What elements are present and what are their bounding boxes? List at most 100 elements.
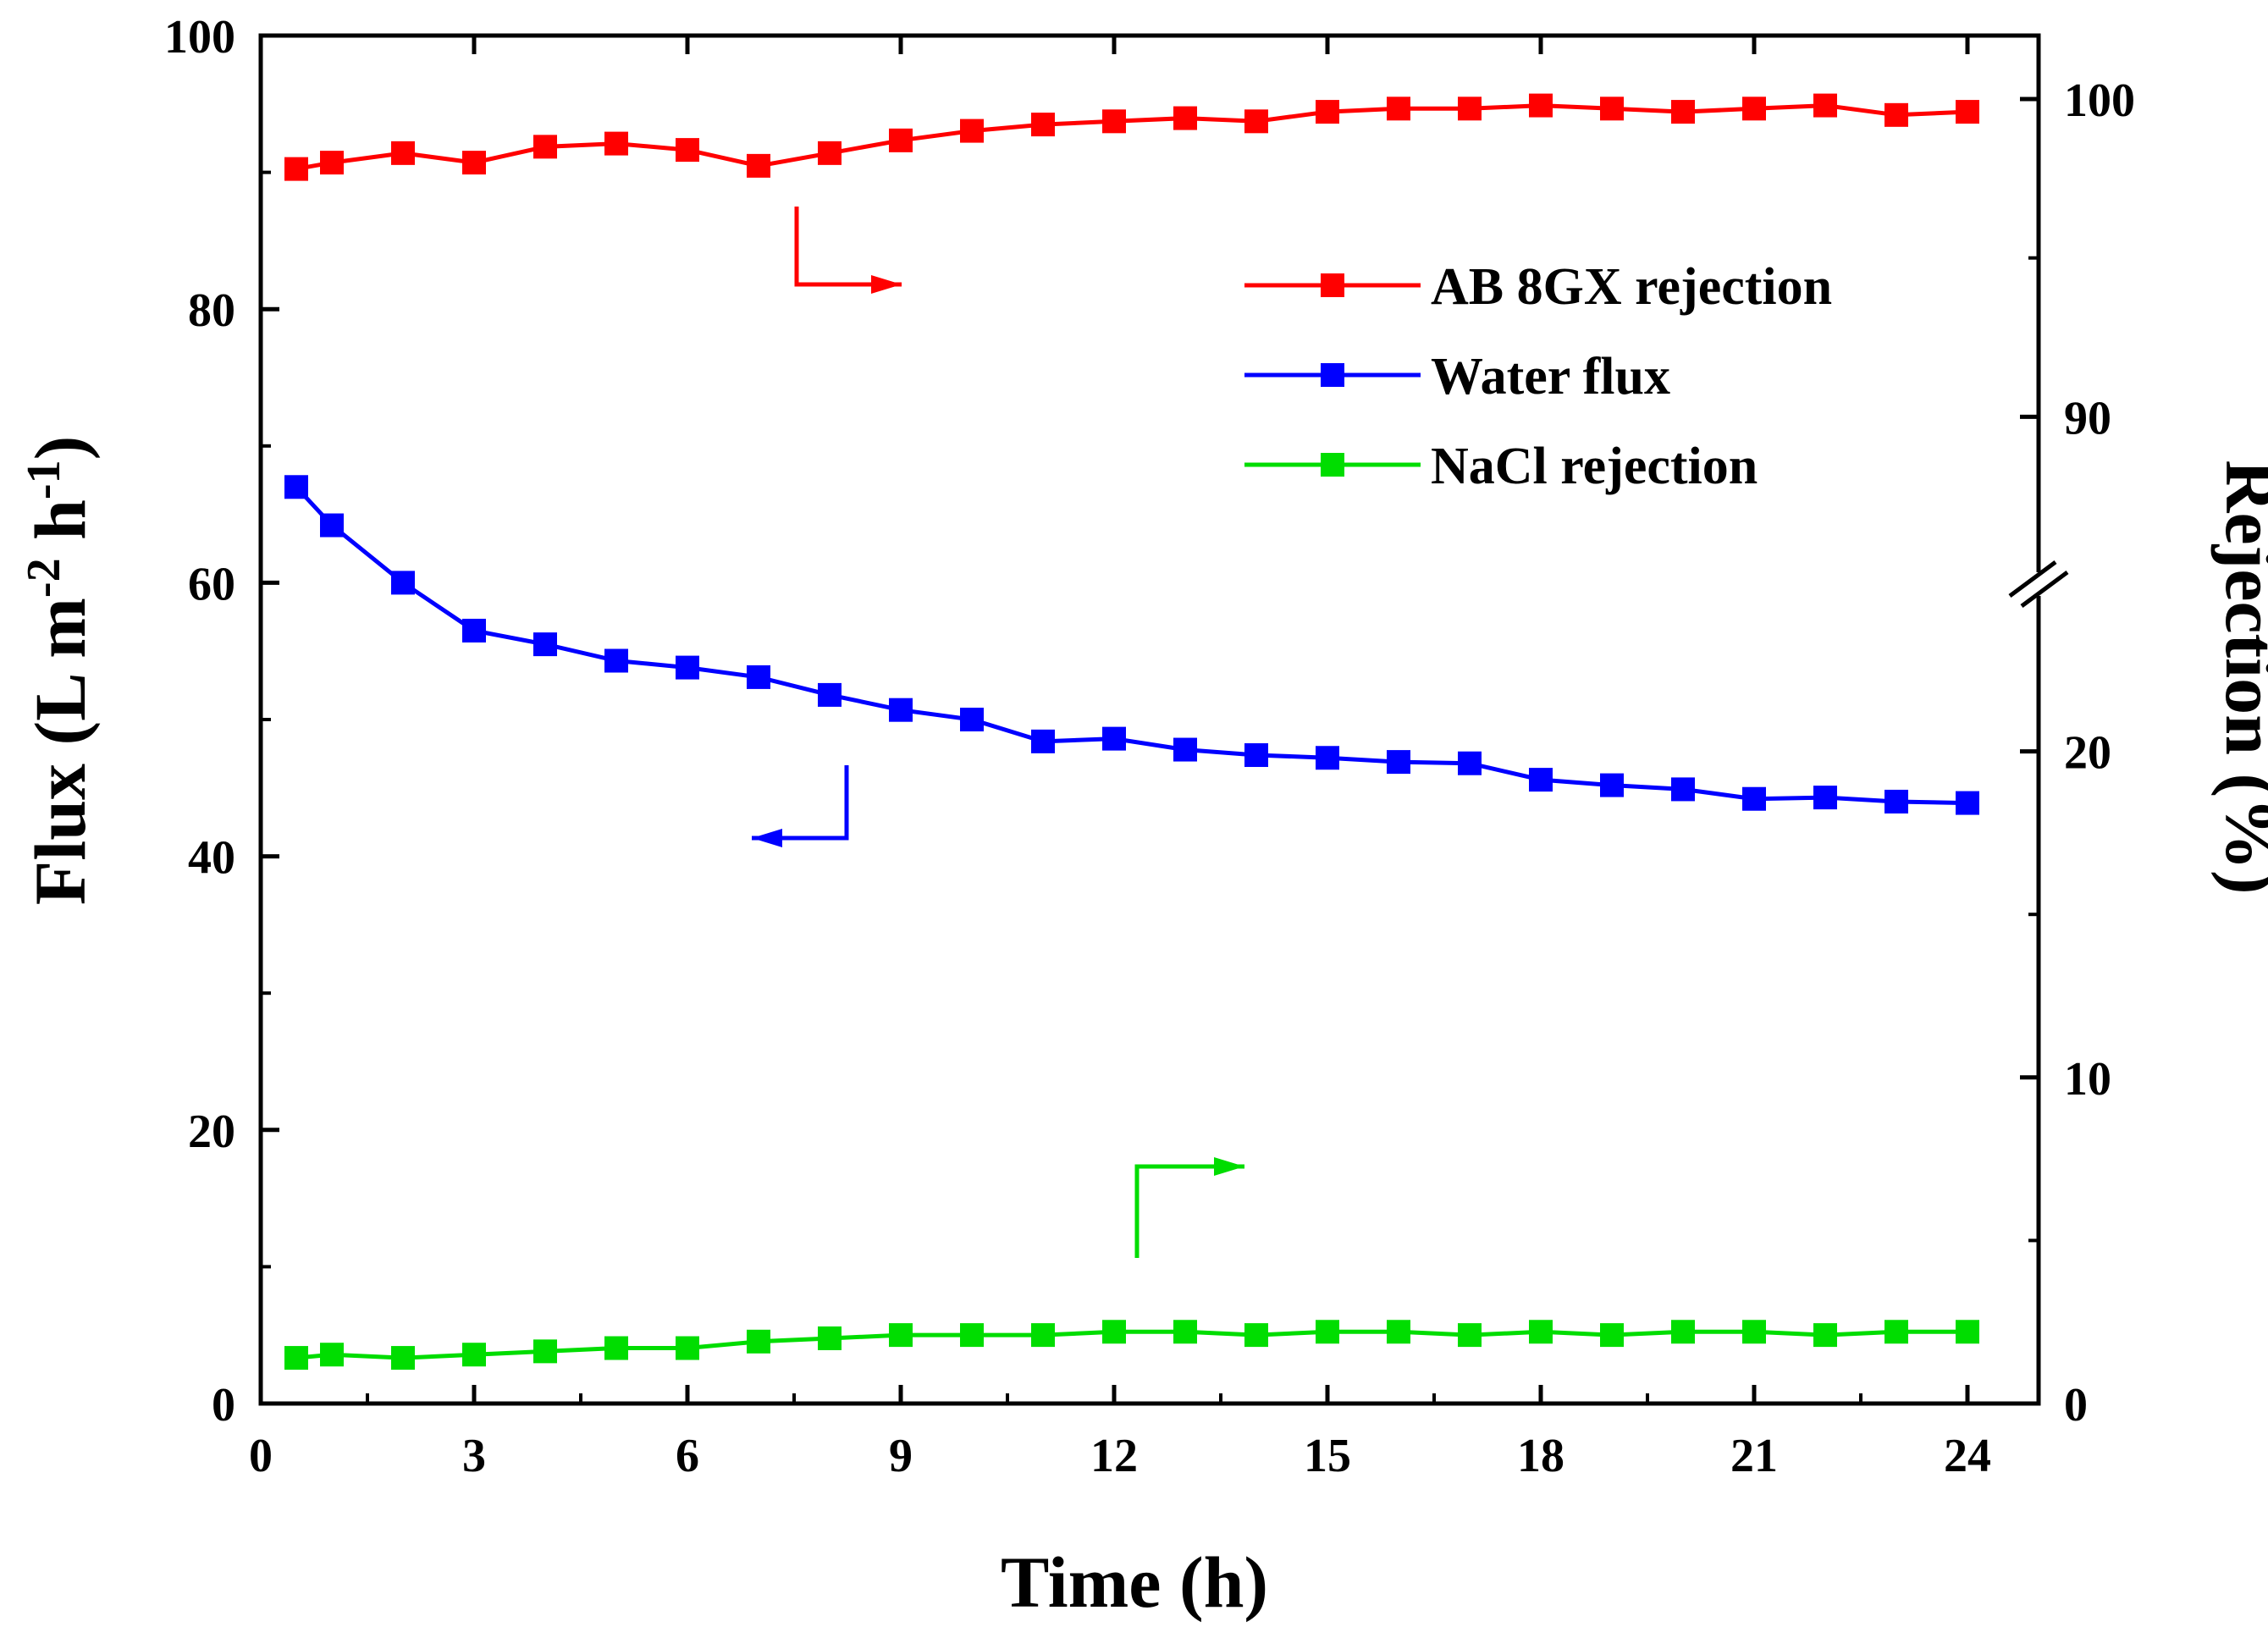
data-point [391,141,415,165]
data-point [1316,746,1339,770]
legend-item: Water flux [1244,348,1670,405]
data-point [604,131,628,156]
data-point [818,1326,842,1350]
y-left-tick-label: 40 [188,832,235,885]
legend-swatch-marker [1321,273,1344,297]
data-point [533,1339,557,1364]
data-point [1813,1323,1837,1348]
x-tick-label: 21 [1730,1430,1778,1482]
data-point [1173,106,1197,130]
data-point [604,1336,628,1360]
data-point [1671,100,1695,124]
data-point [1956,791,1979,815]
data-point [1102,109,1126,134]
series-nacl-rejection [284,1320,1979,1371]
data-point [1316,1320,1339,1344]
data-point [533,135,557,159]
data-point [1529,1320,1553,1344]
data-point [1244,743,1268,768]
y-right-tick-label: 10 [2064,1053,2111,1106]
series-water-flux [284,475,1979,815]
data-point [284,475,308,499]
data-point [1956,1320,1979,1344]
data-point [1600,97,1624,121]
data-point [1387,750,1410,775]
data-point [818,141,842,165]
data-point [1173,1320,1197,1344]
arrow-head [1214,1157,1244,1176]
arrow-head [871,275,902,294]
data-point [320,513,344,538]
data-point [889,1323,913,1348]
y-left-tick-label: 80 [188,284,235,337]
axis-break-mark [2008,560,2057,598]
axis-pointer-arrow [752,765,849,847]
data-point [676,655,699,680]
arrow-shaft [752,765,849,841]
data-point [1529,768,1553,792]
data-point [1813,93,1837,118]
y-left-axis-title: Flux (L m-2 h-1) [18,436,101,905]
data-point [391,1346,415,1371]
x-tick-label: 3 [462,1430,486,1482]
x-tick-label: 18 [1517,1430,1564,1482]
legend-swatch-marker [1321,453,1344,477]
x-axis-title: Time (h) [1001,1542,1268,1623]
data-point [1102,726,1126,751]
plot-frame [258,33,2041,1406]
data-point [747,665,770,689]
arrow-head [752,829,782,847]
annotation-arrows [752,207,1244,1258]
data-point [1671,777,1695,802]
data-point [1742,97,1766,121]
data-point [1244,109,1268,134]
data-point [1458,1323,1482,1348]
data-point [1884,102,1908,127]
data-point [604,648,628,673]
series-layer [284,93,1979,1371]
data-point [284,1346,308,1371]
data-point [1031,729,1055,753]
x-tick-label: 6 [676,1430,699,1482]
data-point [1671,1320,1695,1344]
data-point [1742,1320,1766,1344]
data-point [320,1343,344,1367]
legend-label: Water flux [1431,348,1670,405]
data-point [1102,1320,1126,1344]
data-point [1884,789,1908,814]
legend-label: AB 8GX rejection [1431,258,1832,316]
data-point [747,1329,770,1354]
x-tick-label: 0 [249,1430,273,1482]
y-right-tick-label: 0 [2064,1379,2088,1431]
data-point [1387,97,1410,121]
arrow-shaft [794,207,902,287]
data-point [462,618,486,643]
data-point [320,151,344,175]
data-point [533,632,557,657]
legend-item: AB 8GX rejection [1244,258,1832,316]
axis-break-mark [2020,570,2069,609]
y-left-tick-label: 60 [188,558,235,610]
series-ab-8gx-rejection [284,93,1979,181]
data-point [1458,751,1482,775]
data-point [391,571,415,595]
data-point [1813,786,1837,810]
axis-pointer-arrow [1134,1157,1244,1258]
legend-label: NaCl rejection [1431,438,1758,495]
data-point [1956,100,1979,124]
y-right-tick-label: 20 [2064,727,2111,780]
y-left-tick-label: 20 [188,1106,235,1158]
data-point [1316,100,1339,124]
data-point [1884,1320,1908,1344]
data-point [1742,786,1766,811]
axes: 0 3 6 9 12 15 18 21 24 0 20 40 60 80 100 0 10 20 90 100 [164,11,2135,1482]
data-point [462,151,486,175]
data-point [1173,737,1197,762]
data-point [1600,773,1624,797]
axis-pointer-arrow [794,207,902,294]
data-point [960,708,984,731]
y-left-tick-label: 100 [164,11,235,63]
x-tick-label: 24 [1944,1430,1991,1482]
arrow-shaft [1134,1164,1244,1258]
